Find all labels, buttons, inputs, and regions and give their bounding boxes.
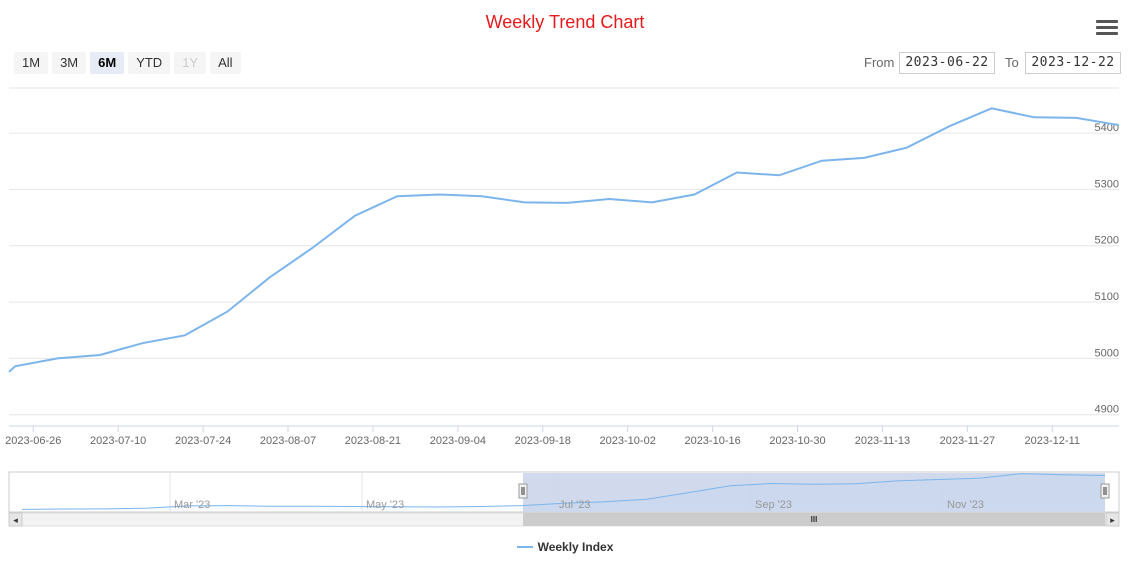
range-button-all[interactable]: All [210,52,241,74]
range-button-6m[interactable]: 6M [90,52,125,74]
navigator-series-line [21,473,1106,510]
to-label: To [1005,55,1019,70]
scroll-right-arrow-icon: ▸ [1110,515,1115,525]
x-tick-label: 2023-10-30 [769,435,825,447]
context-menu-icon[interactable] [1096,20,1118,40]
x-tick-label: 2023-11-27 [940,435,995,447]
x-tick-label: 2023-10-02 [600,435,656,447]
navigator-handle-left[interactable] [518,483,528,499]
scroll-left-arrow-icon: ◂ [13,515,18,525]
x-tick-label: 2023-11-13 [855,435,910,447]
legend-line-icon [516,546,533,548]
navigator-label: Jul '23 [559,499,590,511]
scroll-left-button[interactable] [8,512,23,527]
scrollbar-grip-icon: III [811,515,818,524]
y-tick-label: 5100 [1095,291,1119,303]
x-tick-label: 2023-08-07 [260,435,316,447]
x-tick-label: 2023-07-24 [175,435,231,447]
range-button-3m[interactable]: 3M [52,52,87,74]
grid-lines [9,87,1119,416]
x-tick-label: 2023-09-04 [430,435,486,447]
scrollbar[interactable]: ◂ III ▸ [8,512,1120,527]
series-line-weekly-index [8,107,1120,373]
navigator-label: Sep '23 [755,499,792,511]
legend[interactable]: Weekly Index [0,540,1130,554]
to-date-input[interactable]: 2023-12-22 [1025,52,1121,74]
scroll-right-button[interactable] [1105,512,1120,527]
x-tick-label: 2023-07-10 [90,435,146,447]
chart-title: Weekly Trend Chart [485,12,645,32]
y-tick-label: 4900 [1095,404,1119,416]
from-label: From [864,55,895,70]
legend-item-weekly-index[interactable]: Weekly Index [537,540,614,554]
x-axis-labels: 2023-06-26 2023-07-10 2023-07-24 2023-08-07… [5,426,1080,447]
range-button-ytd[interactable]: YTD [128,52,171,74]
navigator-labels: Mar '23 May '23 Jul '23 Sep '23 Nov '23 [174,499,984,511]
y-tick-label: 5300 [1095,178,1119,190]
x-tick-label: 2023-06-26 [5,435,61,447]
scrollbar-thumb[interactable] [523,513,1105,526]
range-button-1m[interactable]: 1M [14,52,49,74]
navigator-label: Nov '23 [947,499,984,511]
x-tick-label: 2023-12-11 [1025,435,1080,447]
x-tick-label: 2023-10-16 [684,435,740,447]
navigator: Mar '23 May '23 Jul '23 Sep '23 Nov '23 [8,471,1120,513]
navigator-label: Mar '23 [174,499,210,511]
navigator-handle-right[interactable] [1100,483,1110,499]
navigator-label: May '23 [366,499,404,511]
range-selector: 1M 3M 6M YTD 1Y All [14,52,241,74]
y-tick-label: 5000 [1095,347,1119,359]
y-tick-label: 5200 [1095,235,1119,247]
navigator-selected-range[interactable] [523,473,1105,512]
x-tick-label: 2023-08-21 [345,435,401,447]
x-tick-label: 2023-09-18 [515,435,571,447]
navigator-series-area [22,473,1105,510]
range-button-1y[interactable]: 1Y [174,52,207,74]
from-date-input[interactable]: 2023-06-22 [899,52,995,74]
